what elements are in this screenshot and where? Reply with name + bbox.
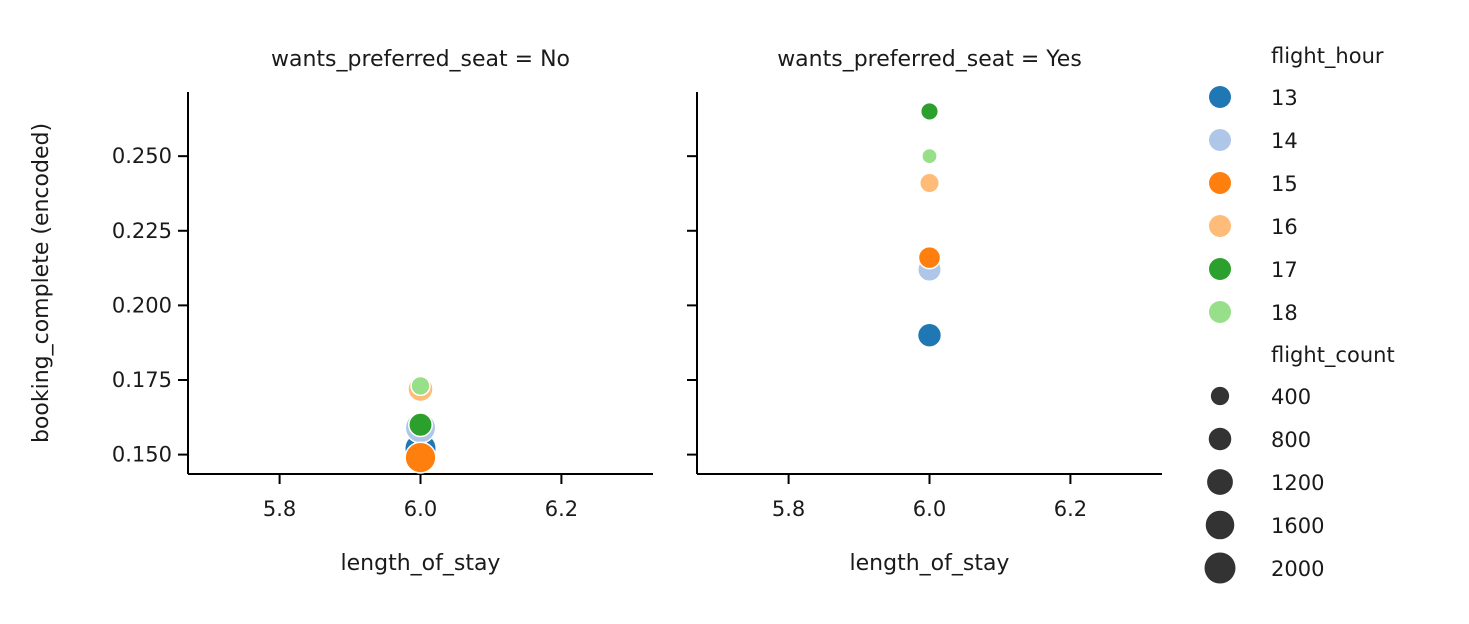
panel-2: wants_preferred_seat = Yes 5.8 6.0 6.2 lengt… bbox=[687, 47, 1162, 576]
data-point-hour-15 bbox=[917, 245, 942, 270]
legend-size-title: flight_count bbox=[1271, 343, 1395, 368]
data-point-hour-18 bbox=[410, 375, 431, 397]
legend-size-marker-400 bbox=[1210, 386, 1230, 406]
y-tick-label: 0.200 bbox=[112, 293, 172, 317]
legend: flight_hour 13 14 15 16 17 18 flight_count 400 80… bbox=[1204, 44, 1395, 584]
x-tick-label: 6.2 bbox=[545, 497, 578, 521]
legend-hue-title: flight_hour bbox=[1271, 44, 1384, 69]
data-point-hour-17 bbox=[408, 412, 433, 438]
panel-title: wants_preferred_seat = Yes bbox=[777, 47, 1082, 72]
y-tick-label: 0.175 bbox=[112, 368, 172, 392]
panel-1: wants_preferred_seat = No 0.150 0.175 0.200… bbox=[112, 47, 653, 576]
data-point-hour-17 bbox=[919, 101, 940, 121]
legend-hue-marker-17 bbox=[1209, 258, 1231, 280]
legend-hue-label: 13 bbox=[1271, 86, 1298, 110]
legend-hue-label: 17 bbox=[1271, 258, 1298, 282]
x-tick-label: 6.0 bbox=[913, 497, 946, 521]
y-tick-label: 0.225 bbox=[112, 219, 172, 243]
data-point-hour-15 bbox=[404, 441, 437, 474]
legend-size-label: 1600 bbox=[1271, 514, 1324, 538]
data-point-hour-16 bbox=[919, 172, 940, 194]
x-tick-label: 5.8 bbox=[263, 497, 296, 521]
x-axis-label: length_of_stay bbox=[850, 551, 1010, 576]
legend-hue-marker-13 bbox=[1209, 86, 1231, 108]
panels: wants_preferred_seat = No 0.150 0.175 0.200… bbox=[112, 47, 1162, 576]
legend-size-label: 2000 bbox=[1271, 557, 1324, 581]
legend-size-label: 800 bbox=[1271, 428, 1311, 452]
legend-hue-label: 14 bbox=[1271, 129, 1298, 153]
x-tick-label: 5.8 bbox=[772, 497, 805, 521]
legend-hue-marker-14 bbox=[1209, 129, 1231, 151]
x-tick-label: 6.2 bbox=[1054, 497, 1087, 521]
legend-size-label: 400 bbox=[1271, 385, 1311, 409]
legend-hue-marker-18 bbox=[1209, 301, 1231, 323]
legend-hue-label: 16 bbox=[1271, 215, 1298, 239]
data-point-hour-18 bbox=[921, 147, 938, 165]
legend-size-label: 1200 bbox=[1271, 471, 1324, 495]
legend-size-marker-2000 bbox=[1204, 552, 1236, 584]
legend-size-marker-800 bbox=[1208, 427, 1232, 451]
data-point-hour-13 bbox=[916, 322, 943, 348]
legend-hue-marker-15 bbox=[1209, 172, 1231, 194]
legend-size-marker-1600 bbox=[1205, 510, 1235, 540]
y-tick-label: 0.150 bbox=[112, 443, 172, 467]
x-axis-label: length_of_stay bbox=[341, 551, 501, 576]
legend-hue-label: 18 bbox=[1271, 301, 1298, 325]
legend-size-marker-1200 bbox=[1207, 469, 1233, 495]
y-tick-label: 0.250 bbox=[112, 144, 172, 168]
y-axis-label: booking_complete (encoded) bbox=[29, 123, 54, 443]
panel-title: wants_preferred_seat = No bbox=[271, 47, 570, 72]
legend-hue-label: 15 bbox=[1271, 172, 1298, 196]
legend-hue-marker-16 bbox=[1209, 215, 1231, 237]
x-tick-label: 6.0 bbox=[404, 497, 437, 521]
